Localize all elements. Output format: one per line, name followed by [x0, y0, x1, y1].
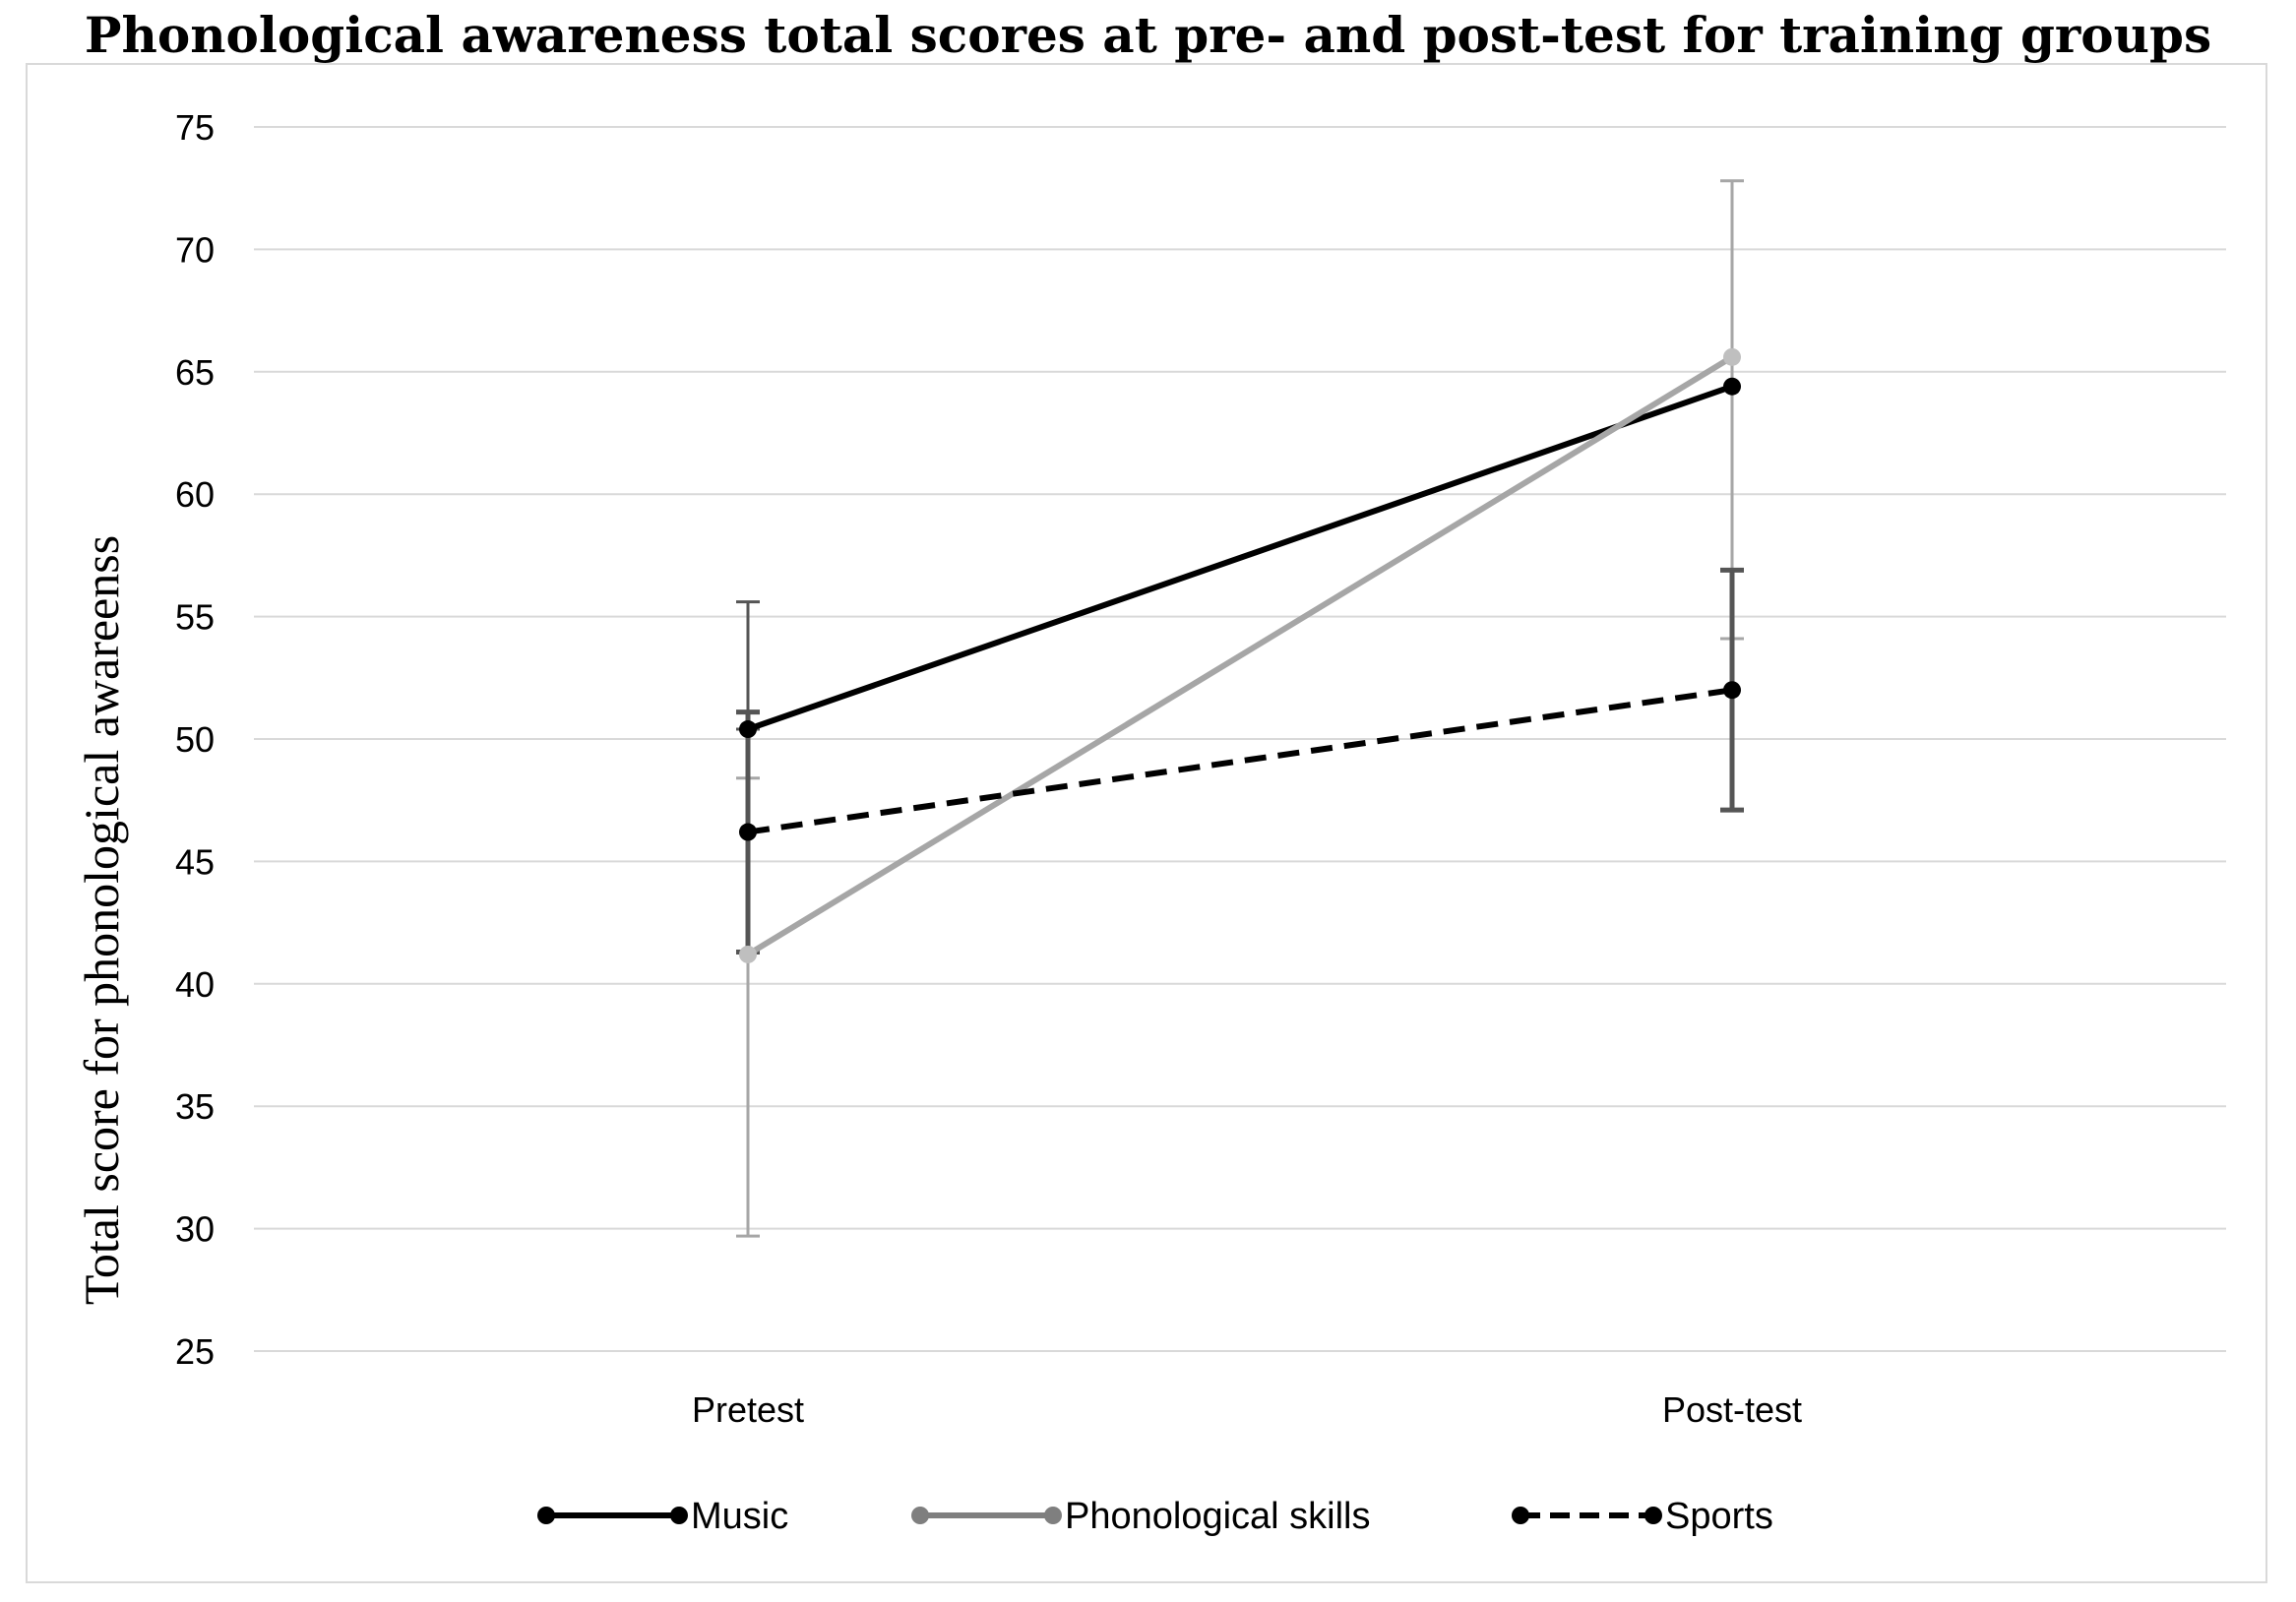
- y-tick-label: 60: [175, 474, 215, 515]
- y-tick-label: 40: [175, 964, 215, 1005]
- x-axis-ticks: Pretest Post-test: [692, 1389, 1802, 1430]
- legend-marker: [537, 1507, 555, 1524]
- legend-item: Phonological skills: [911, 1496, 1371, 1537]
- legend-marker: [1644, 1507, 1662, 1524]
- legend-item: Music: [537, 1496, 788, 1537]
- y-tick-label: 55: [175, 597, 215, 638]
- legend-label: Phonological skills: [1065, 1496, 1371, 1537]
- y-tick-label: 50: [175, 719, 215, 760]
- legend: Music Phonological skills Sports: [537, 1496, 1773, 1537]
- y-axis-ticks: 25 30 35 40 45 50 55 60 65 70 75: [175, 107, 215, 1372]
- series-line: [746, 354, 1734, 957]
- legend-item: Sports: [1512, 1496, 1773, 1537]
- series-line: [747, 687, 1733, 835]
- legend-marker: [1044, 1507, 1062, 1524]
- data-point: [1723, 377, 1741, 396]
- x-tick-label: Pretest: [692, 1389, 804, 1430]
- legend-marker: [911, 1507, 929, 1524]
- y-tick-label: 75: [175, 107, 215, 148]
- data-point: [739, 720, 757, 739]
- series-line: [747, 383, 1733, 732]
- legend-label: Sports: [1665, 1496, 1773, 1537]
- y-axis-label: Total score for phonological awareenss: [74, 535, 129, 1305]
- chart-frame: [26, 63, 2267, 1583]
- legend-marker: [670, 1507, 688, 1524]
- y-tick-label: 25: [175, 1331, 215, 1372]
- y-tick-label: 70: [175, 229, 215, 270]
- data-point: [739, 823, 757, 841]
- chart-title: Phonological awareness total scores at p…: [84, 6, 2212, 64]
- data-point: [1723, 681, 1741, 700]
- series-lines: [739, 347, 1741, 963]
- y-tick-label: 45: [175, 841, 215, 882]
- legend-label: Music: [691, 1496, 788, 1537]
- data-point: [739, 945, 757, 963]
- y-tick-label: 35: [175, 1086, 215, 1127]
- x-tick-label: Post-test: [1662, 1389, 1802, 1430]
- y-tick-label: 65: [175, 352, 215, 393]
- data-point: [1723, 347, 1741, 366]
- y-tick-label: 30: [175, 1209, 215, 1250]
- gridlines: [254, 126, 2226, 1352]
- legend-marker: [1512, 1507, 1529, 1524]
